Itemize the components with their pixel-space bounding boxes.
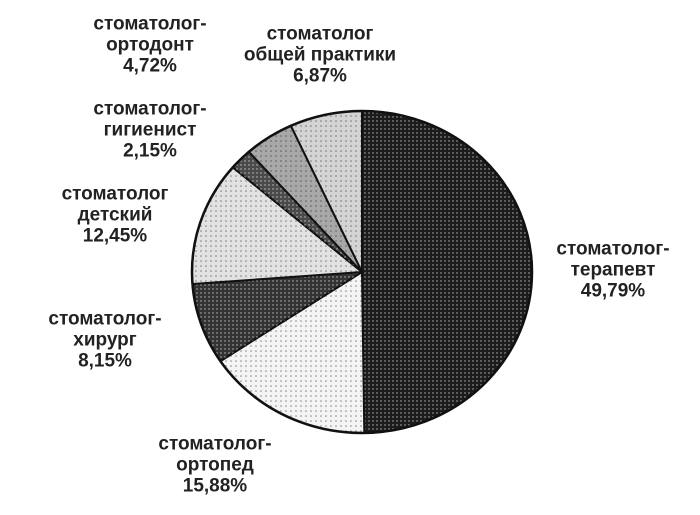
slice-label: стоматолог-хирург 8,15%: [30, 309, 180, 372]
slice-label: стоматолог-ортопед 15,88%: [140, 434, 290, 497]
category-label: стоматолог детский: [61, 183, 169, 226]
value-label: 6,87%: [293, 65, 347, 87]
value-label: 12,45%: [82, 225, 148, 247]
pie-outline: [190, 109, 534, 435]
value-label: 49,79%: [580, 280, 646, 302]
category-label: стоматолог общей практики: [243, 23, 397, 66]
category-label: стоматолог-гигиенист: [93, 98, 207, 141]
slice-label: стоматолог-ортодонт 4,72%: [75, 14, 225, 77]
value-label: 4,72%: [123, 55, 177, 77]
slice-label: стоматолог общей практики 6,87%: [238, 24, 403, 87]
category-label: стоматолог-терапевт: [556, 238, 670, 281]
category-label: стоматолог-ортодонт: [93, 13, 207, 56]
slice-label: стоматолог-терапевт 49,79%: [538, 239, 688, 302]
value-label: 8,15%: [78, 350, 132, 372]
category-label: стоматолог-хирург: [48, 308, 162, 351]
slice-label: стоматолог детский 12,45%: [40, 184, 190, 247]
value-label: 15,88%: [182, 475, 248, 497]
category-label: стоматолог-ортопед: [158, 433, 272, 476]
slice-label: стоматолог-гигиенист 2,15%: [65, 99, 235, 162]
pie-slice: [361, 109, 533, 434]
value-label: 2,15%: [123, 140, 177, 162]
